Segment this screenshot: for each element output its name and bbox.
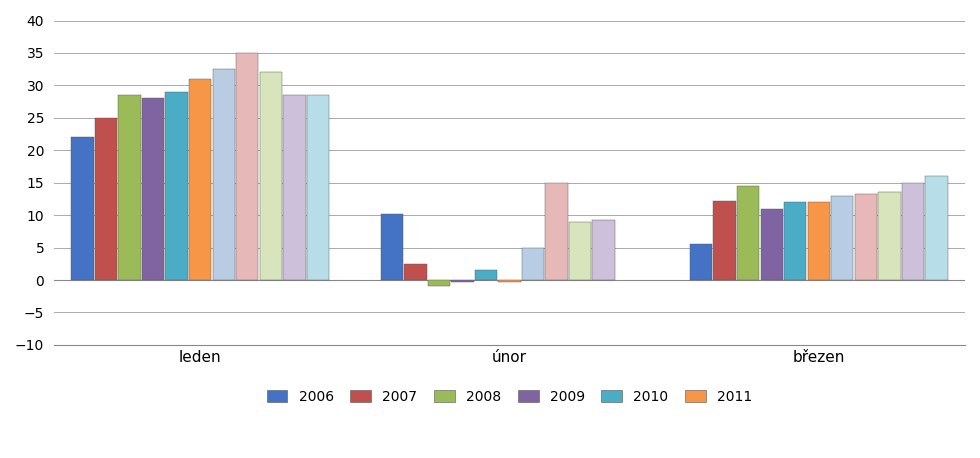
Bar — [474, 270, 497, 280]
Bar — [521, 248, 544, 280]
Bar — [855, 194, 877, 280]
Bar — [498, 280, 520, 282]
Bar — [307, 95, 329, 280]
Bar — [593, 220, 614, 280]
Bar — [95, 118, 118, 280]
Bar — [119, 95, 141, 280]
Bar — [784, 202, 807, 280]
Bar — [451, 280, 473, 282]
Bar — [72, 137, 94, 280]
Bar — [690, 244, 712, 280]
Bar — [236, 53, 259, 280]
Bar — [713, 201, 736, 280]
Bar — [831, 196, 854, 280]
Bar — [808, 202, 830, 280]
Bar — [427, 280, 450, 287]
Bar — [166, 92, 188, 280]
Bar — [189, 79, 212, 280]
Bar — [260, 72, 282, 280]
Bar — [213, 69, 235, 280]
Bar — [569, 222, 591, 280]
Bar — [404, 264, 426, 280]
Bar — [737, 186, 760, 280]
Bar — [902, 183, 924, 280]
Bar — [925, 176, 948, 280]
Bar — [878, 192, 901, 280]
Bar — [546, 183, 567, 280]
Bar — [142, 98, 165, 280]
Bar — [283, 95, 306, 280]
Bar — [380, 214, 403, 280]
Bar — [760, 209, 783, 280]
Legend: 2006, 2007, 2008, 2009, 2010, 2011: 2006, 2007, 2008, 2009, 2010, 2011 — [261, 384, 758, 409]
